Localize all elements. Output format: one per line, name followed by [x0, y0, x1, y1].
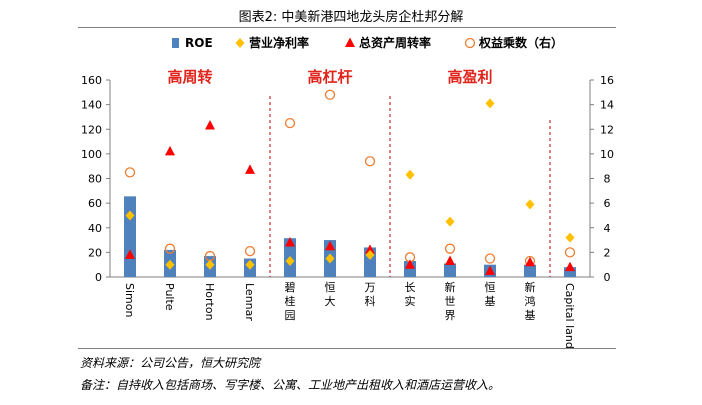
net-margin-point — [325, 253, 335, 264]
source-note: 资料来源：公司公告，恒大研究院 — [80, 356, 261, 370]
roe-bar — [124, 196, 136, 277]
y-tick-label: 120 — [81, 123, 102, 136]
equity-multiplier-point — [444, 243, 456, 254]
y2-tick-label: 0 — [604, 271, 611, 284]
equity-multiplier-point — [324, 89, 336, 100]
equity-multiplier-point — [284, 117, 296, 129]
net-margin-point — [405, 169, 415, 180]
y2-tick-label: 14 — [600, 99, 614, 112]
category-label: Horton — [203, 283, 216, 321]
asset-turnover-point — [285, 237, 295, 247]
chart-title: 图表2: 中美新港四地龙头房企杜邦分解 — [238, 10, 464, 25]
y-tick-label: 140 — [81, 99, 102, 112]
roe-bar — [444, 263, 456, 277]
legend-multiplier-swatch — [464, 37, 476, 49]
category-label: 万科 — [365, 281, 376, 308]
asset-turnover-point — [325, 240, 335, 251]
roe-bar — [564, 267, 576, 277]
title-divider — [78, 27, 616, 28]
group-label: 高杠杆 — [307, 68, 352, 86]
category-label: Pulte — [163, 283, 176, 311]
remark-note: 备注：自持收入包括商场、写字楼、公寓、工业地产出租收入和酒店运营收入。 — [80, 378, 501, 392]
asset-turnover-point — [205, 120, 215, 130]
legend-label: 权益乘数（右） — [478, 35, 563, 50]
y2-tick-label: 12 — [600, 123, 614, 136]
equity-multiplier-point — [164, 243, 176, 254]
category-label: 长实 — [405, 281, 416, 308]
y-tick-label: 0 — [95, 271, 102, 284]
category-label: 恒大 — [325, 281, 336, 308]
asset-turnover-point — [525, 256, 535, 267]
y-tick-label: 20 — [88, 246, 102, 259]
y2-tick-label: 10 — [600, 148, 614, 161]
y-tick-label: 40 — [88, 222, 102, 235]
roe-bar — [524, 264, 536, 277]
net-margin-point — [285, 255, 295, 266]
dupont-chart: 0 20 40 60 80 100 120 140 160 0 2 4 6 8 10 12 14 16 高周转 高杠杆… — [81, 35, 614, 349]
y-tick-label: 80 — [88, 173, 102, 186]
asset-turnover-point — [565, 261, 575, 272]
category-label: 新鸿基 — [525, 280, 536, 322]
legend-margin-swatch — [235, 38, 245, 48]
legend-label: ROE — [185, 36, 213, 50]
net-margin-point — [165, 259, 175, 270]
asset-turnover-point — [365, 244, 375, 254]
y-tick-label: 60 — [88, 197, 102, 210]
net-margin-point — [365, 249, 375, 260]
y-tick-label: 160 — [81, 74, 102, 87]
net-margin-point — [485, 98, 495, 109]
asset-turnover-point — [445, 255, 455, 265]
net-margin-point — [525, 199, 535, 210]
y2-tick-label: 16 — [600, 74, 614, 87]
group-label: 高周转 — [167, 68, 212, 86]
asset-turnover-point — [405, 259, 415, 269]
net-margin-point — [125, 210, 135, 221]
equity-multiplier-point — [124, 167, 136, 178]
category-label: 新世界 — [445, 280, 456, 322]
net-margin-point — [565, 232, 575, 243]
category-label: 恒基 — [485, 281, 496, 308]
asset-turnover-point — [485, 265, 495, 275]
legend-turnover-swatch — [345, 37, 355, 47]
y2-tick-label: 4 — [604, 222, 611, 235]
y-tick-label: 100 — [81, 148, 102, 161]
asset-turnover-point — [125, 249, 135, 259]
net-margin-point — [245, 259, 255, 270]
category-label: Capital land — [563, 283, 576, 349]
net-margin-point — [205, 259, 215, 270]
category-label: Lennar — [243, 283, 256, 321]
equity-multiplier-point — [364, 156, 376, 167]
group-label: 高盈利 — [447, 68, 492, 86]
category-label: Simon — [123, 283, 136, 317]
y2-tick-label: 6 — [604, 197, 611, 210]
y2-tick-label: 2 — [604, 246, 611, 259]
legend-roe-swatch — [172, 38, 179, 48]
equity-multiplier-point — [244, 245, 256, 257]
asset-turnover-point — [245, 164, 255, 174]
legend-label: 营业净利率 — [249, 35, 309, 50]
equity-multiplier-point — [564, 247, 576, 258]
net-margin-point — [445, 216, 455, 227]
category-label: 碧桂园 — [285, 281, 296, 322]
footer-divider — [78, 348, 616, 349]
asset-turnover-point — [165, 145, 175, 156]
y2-tick-label: 8 — [604, 173, 611, 186]
equity-multiplier-point — [484, 253, 496, 264]
legend-label: 总资产周转率 — [359, 35, 431, 50]
